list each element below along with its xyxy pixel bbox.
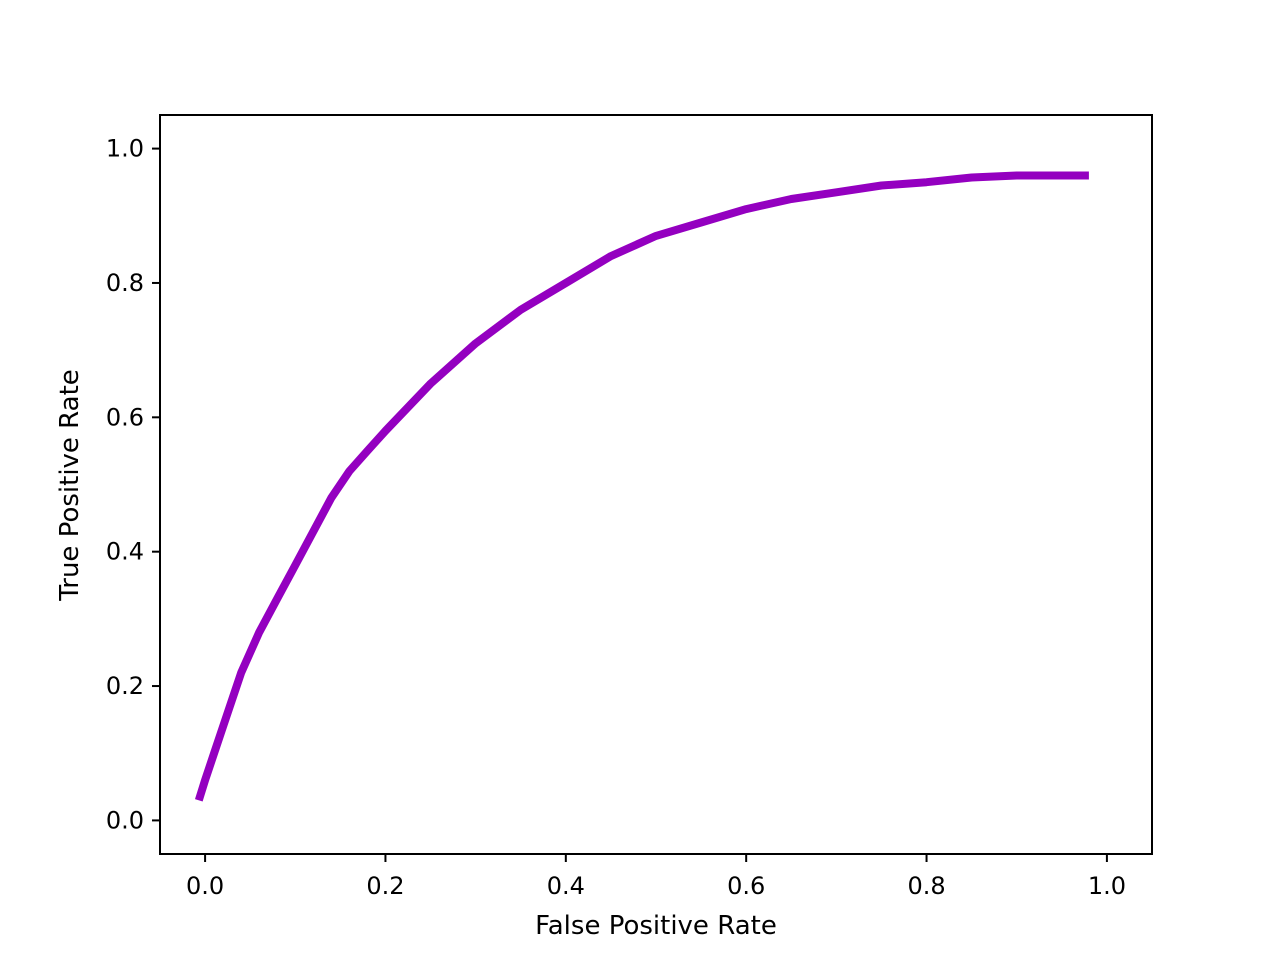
x-axis-title: False Positive Rate [535, 911, 777, 941]
y-tick-label: 0.4 [106, 538, 144, 566]
x-tick-label: 0.0 [186, 872, 224, 900]
y-axis: 0.0 0.2 0.4 0.6 0.8 1.0 [106, 135, 160, 834]
y-tick-label: 0.0 [106, 806, 144, 834]
roc-curve-line [194, 171, 1089, 802]
y-tick-label: 0.2 [106, 672, 144, 700]
plot-area [159, 114, 1153, 855]
x-axis: 0.0 0.2 0.4 0.6 0.8 1.0 [186, 854, 1126, 900]
x-tick-label: 0.4 [547, 872, 585, 900]
y-tick-label: 0.8 [106, 269, 144, 297]
y-tick-label: 1.0 [106, 135, 144, 163]
x-tick-label: 0.2 [366, 872, 404, 900]
y-axis-title: True Positive Rate [55, 369, 85, 602]
x-tick-label: 1.0 [1088, 872, 1126, 900]
x-tick-label: 0.6 [727, 872, 765, 900]
y-tick-label: 0.6 [106, 403, 144, 431]
x-tick-label: 0.8 [907, 872, 945, 900]
